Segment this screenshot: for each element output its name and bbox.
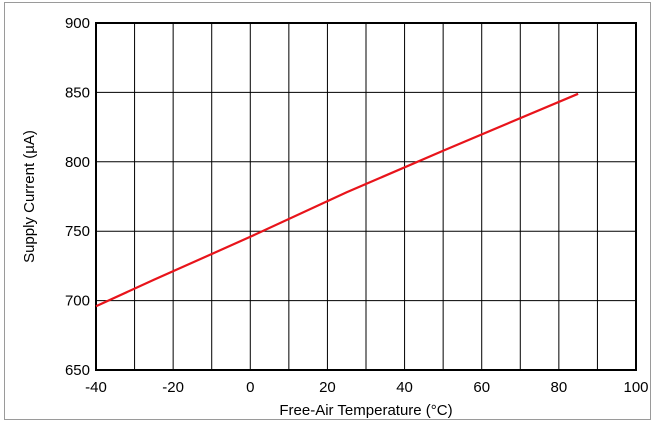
x-tick-label: 0 — [246, 379, 254, 396]
series-layer — [95, 92, 579, 308]
x-tick-label: 80 — [551, 379, 568, 396]
y-tick-label: 700 — [65, 293, 90, 310]
x-tick-label: -40 — [85, 379, 107, 396]
y-tick-label: 750 — [65, 223, 90, 240]
y-tick-label: 650 — [65, 362, 90, 379]
chart-frame — [4, 2, 651, 420]
y-axis-title: Supply Current (µA) — [21, 130, 38, 263]
x-tick-label: 60 — [473, 379, 490, 396]
x-axis-title: Free-Air Temperature (°C) — [279, 402, 452, 419]
y-tick-label: 900 — [65, 15, 90, 32]
x-tick-label: -20 — [162, 379, 184, 396]
grid — [96, 23, 636, 370]
series-line-0 — [95, 92, 579, 308]
y-tick-label: 800 — [65, 154, 90, 171]
x-tick-label: 40 — [396, 379, 413, 396]
x-tick-labels: -40 -20 0 20 40 60 80 100 — [85, 379, 648, 396]
x-tick-label: 100 — [623, 379, 648, 396]
plot-area — [95, 22, 637, 371]
x-tick-label: 20 — [319, 379, 336, 396]
y-tick-labels: 650 700 750 800 850 900 — [65, 15, 90, 379]
y-tick-label: 850 — [65, 84, 90, 101]
